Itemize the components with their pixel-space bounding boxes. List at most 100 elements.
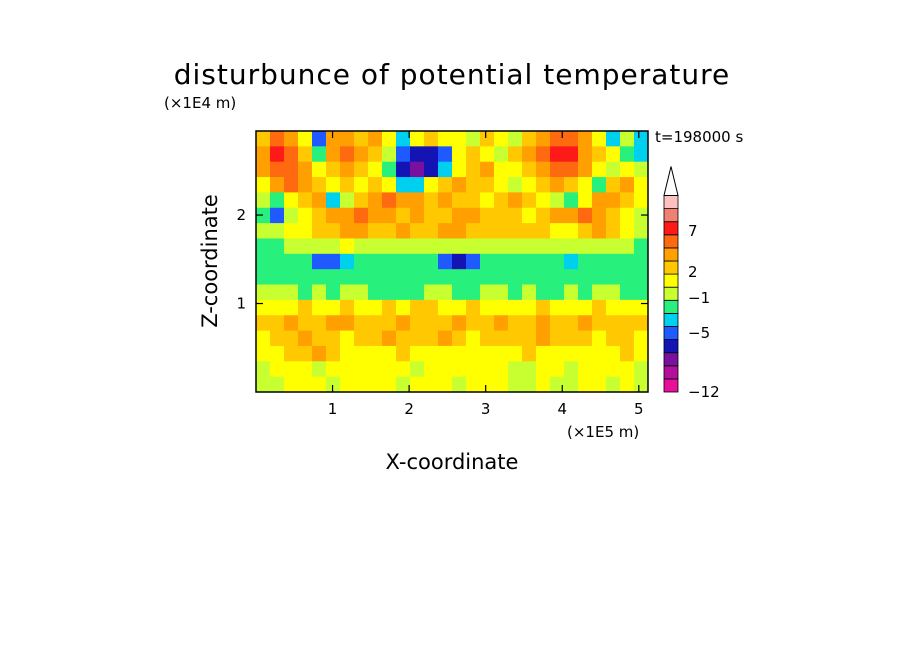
heatmap-cell [354,131,369,147]
heatmap-cell [564,284,579,301]
heatmap-cell [494,330,509,347]
heatmap-cell [592,253,607,270]
heatmap-cell [466,161,481,178]
heatmap-cell [396,330,411,347]
heatmap-cell [578,315,593,332]
heatmap-cell [634,330,648,347]
heatmap-cell [270,284,285,301]
heatmap-cell [438,269,453,286]
heatmap-cell [620,315,635,332]
colorbar-tick-label: 7 [688,222,698,240]
heatmap-cell [270,192,285,209]
heatmap-cell [592,192,607,209]
time-label: t=198000 s [655,128,743,146]
heatmap-cell [522,330,537,347]
heatmap-cell [368,269,383,286]
heatmap-cell [396,269,411,286]
heatmap-cell [354,223,369,240]
heatmap-cell [396,207,411,224]
heatmap-cell [368,131,383,147]
heatmap-cell [494,146,509,163]
heatmap-cell [508,253,523,270]
heatmap-cell [312,299,327,316]
heatmap-cell [340,376,355,392]
heatmap-cell [494,376,509,392]
heatmap-cell [550,207,565,224]
heatmap-cell [452,161,467,178]
heatmap-cell [550,238,565,255]
heatmap-cell [340,345,355,362]
heatmap-cell [382,146,397,163]
heatmap-cell [550,131,565,147]
heatmap-cell [592,315,607,332]
heatmap-cell [256,161,271,178]
heatmap-cell [256,238,271,255]
heatmap-cell [480,223,495,240]
heatmap-cell [312,284,327,301]
heatmap-cell [438,253,453,270]
heatmap-cell [536,161,551,178]
heatmap-cell [298,161,313,178]
heatmap-cell [396,131,411,147]
heatmap-cell [368,223,383,240]
heatmap-cell [494,177,509,194]
heatmap-cell [466,146,481,163]
heatmap-cell [620,284,635,301]
heatmap-cell [382,192,397,209]
heatmap-cell [368,253,383,270]
heatmap-cell [438,284,453,301]
heatmap-cell [494,223,509,240]
heatmap-cell [536,284,551,301]
heatmap-cell [298,131,313,147]
heatmap-cell [410,146,425,163]
heatmap-cell [592,330,607,347]
heatmap-cell [634,361,648,378]
heatmap-cell [326,269,341,286]
heatmap-cell [284,315,299,332]
heatmap-cell [270,131,285,147]
heatmap-cell [410,330,425,347]
x-tick-label: 2 [404,400,414,418]
heatmap-cell [284,361,299,378]
heatmap-cell [550,315,565,332]
heatmap-cell [452,223,467,240]
colorbar-segment [663,352,679,367]
heatmap-cell [480,315,495,332]
heatmap-cell [508,345,523,362]
colorbar-segment [663,273,679,288]
heatmap-cell [466,315,481,332]
heatmap-cell [270,238,285,255]
heatmap-cell [620,177,635,194]
heatmap-cell [620,207,635,224]
heatmap-cell [424,269,439,286]
heatmap-cell [326,223,341,240]
heatmap-cell [634,269,648,286]
y-unit-label: (×1E4 m) [164,94,236,112]
heatmap-cell [536,330,551,347]
heatmap-cell [452,238,467,255]
colorbar-segment [663,195,679,210]
colorbar-segment [663,326,679,341]
heatmap-cell [424,131,439,147]
heatmap-cell [396,361,411,378]
heatmap-cell [424,361,439,378]
heatmap-cell [396,376,411,392]
heatmap-cell [326,253,341,270]
heatmap-cell [396,177,411,194]
heatmap-cell [536,192,551,209]
heatmap-cell [592,177,607,194]
heatmap-cell [424,253,439,270]
heatmap-cell [578,376,593,392]
heatmap-cell [326,161,341,178]
heatmap-cell [466,376,481,392]
heatmap-cell [550,361,565,378]
x-tick-label: 4 [557,400,567,418]
heatmap-cell [382,161,397,178]
heatmap-cell [480,238,495,255]
heatmap-cell [578,299,593,316]
colorbar-segment [663,247,679,262]
heatmap-cell [298,345,313,362]
heatmap-cell [466,269,481,286]
heatmap-cell [410,131,425,147]
heatmap-cell [522,223,537,240]
